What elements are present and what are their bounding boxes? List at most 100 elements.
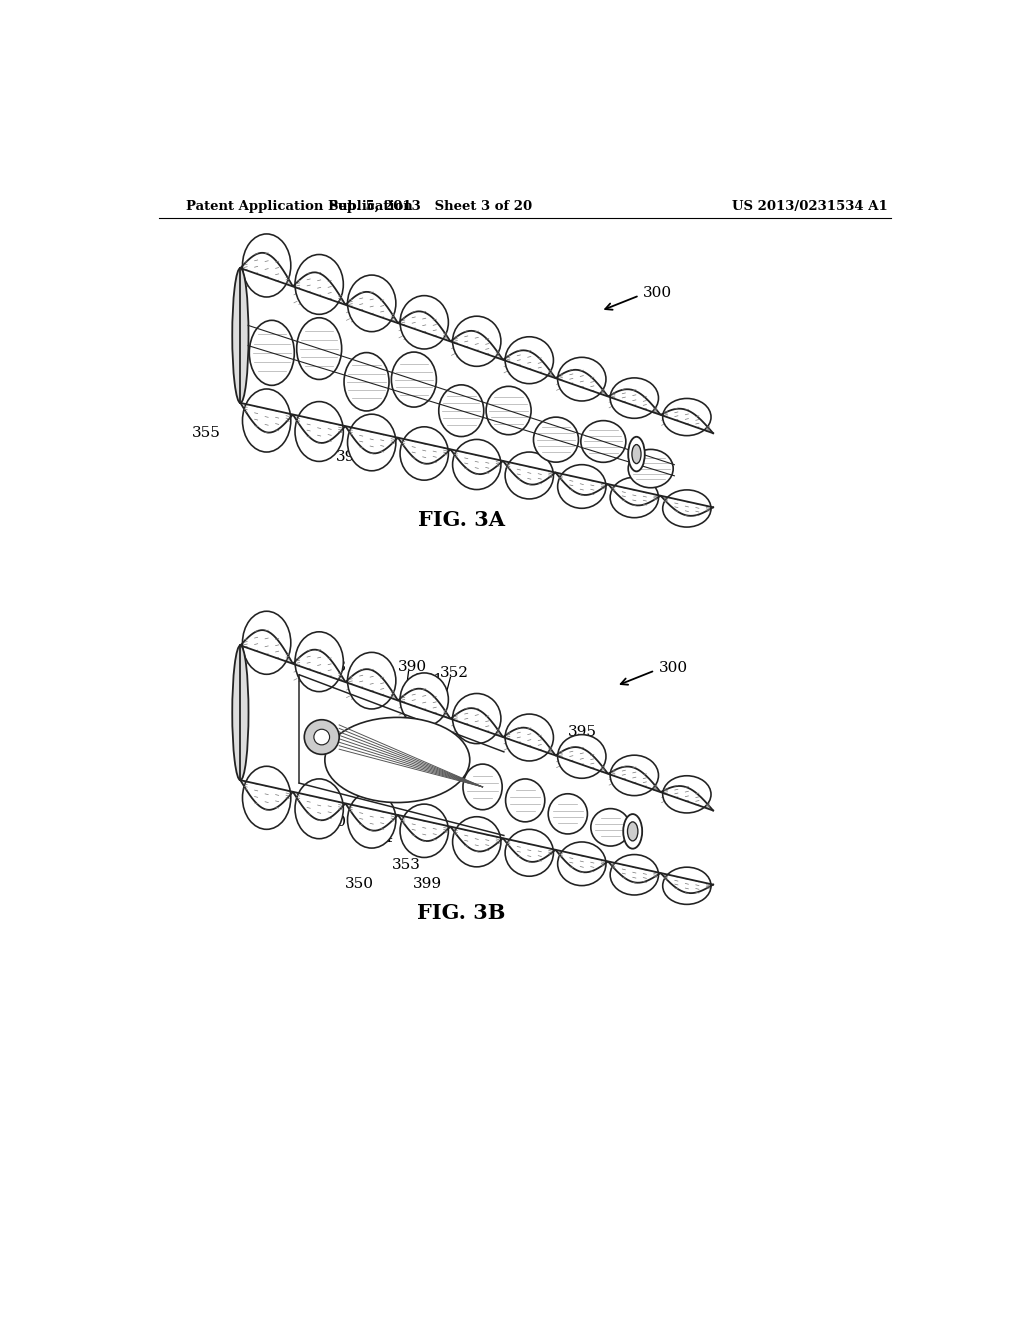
Ellipse shape (232, 268, 249, 403)
Ellipse shape (243, 389, 291, 451)
Polygon shape (398, 814, 451, 841)
Polygon shape (502, 461, 556, 484)
Ellipse shape (610, 854, 658, 895)
Polygon shape (659, 873, 713, 894)
Ellipse shape (610, 755, 658, 796)
Ellipse shape (628, 822, 638, 841)
Polygon shape (659, 495, 713, 516)
Ellipse shape (453, 693, 501, 743)
Polygon shape (502, 350, 556, 378)
Text: 390: 390 (336, 450, 365, 465)
Polygon shape (502, 727, 556, 755)
Polygon shape (241, 253, 293, 286)
Polygon shape (345, 669, 398, 701)
Ellipse shape (453, 817, 501, 867)
Polygon shape (659, 785, 713, 810)
Ellipse shape (505, 451, 553, 499)
Ellipse shape (438, 385, 483, 437)
Text: 350: 350 (345, 876, 374, 891)
Text: 300: 300 (643, 286, 673, 300)
Polygon shape (659, 409, 713, 433)
Ellipse shape (232, 645, 249, 780)
Ellipse shape (347, 652, 396, 709)
Ellipse shape (486, 387, 531, 434)
Polygon shape (556, 850, 607, 873)
Ellipse shape (453, 440, 501, 490)
Ellipse shape (295, 255, 343, 314)
Ellipse shape (325, 717, 470, 803)
Text: 351: 351 (415, 673, 443, 688)
Polygon shape (345, 292, 398, 323)
Ellipse shape (243, 611, 291, 675)
Polygon shape (241, 630, 293, 664)
Text: 353: 353 (391, 858, 421, 873)
Ellipse shape (295, 632, 343, 692)
Ellipse shape (591, 809, 630, 846)
Text: US 2013/0231534 A1: US 2013/0231534 A1 (732, 201, 888, 214)
Polygon shape (556, 473, 607, 495)
Ellipse shape (463, 764, 502, 809)
Ellipse shape (548, 793, 588, 834)
Ellipse shape (610, 478, 658, 517)
Text: 390: 390 (397, 660, 427, 673)
Text: Patent Application Publication: Patent Application Publication (186, 201, 413, 214)
Ellipse shape (624, 814, 642, 849)
Ellipse shape (628, 437, 645, 471)
Text: 398: 398 (252, 795, 281, 808)
Ellipse shape (400, 804, 449, 858)
Ellipse shape (400, 296, 449, 348)
Ellipse shape (534, 417, 579, 462)
Text: 352: 352 (439, 665, 469, 680)
Polygon shape (607, 389, 659, 414)
Ellipse shape (663, 490, 711, 527)
Text: FIG. 3A: FIG. 3A (418, 511, 505, 531)
Polygon shape (241, 268, 713, 507)
Ellipse shape (581, 421, 626, 462)
Text: 308: 308 (317, 660, 347, 673)
Ellipse shape (347, 275, 396, 331)
Polygon shape (451, 708, 502, 737)
Ellipse shape (506, 779, 545, 822)
Ellipse shape (558, 465, 606, 508)
Polygon shape (502, 838, 556, 862)
Ellipse shape (400, 673, 449, 726)
Polygon shape (451, 826, 502, 851)
Ellipse shape (558, 842, 606, 886)
Ellipse shape (610, 378, 658, 418)
Ellipse shape (243, 234, 291, 297)
Ellipse shape (505, 714, 553, 760)
Polygon shape (556, 370, 607, 396)
Ellipse shape (400, 426, 449, 480)
Text: 395: 395 (454, 342, 482, 356)
Text: 370: 370 (317, 816, 347, 829)
Polygon shape (293, 272, 345, 305)
Ellipse shape (628, 449, 673, 488)
Ellipse shape (632, 445, 641, 463)
Ellipse shape (249, 321, 294, 385)
Polygon shape (398, 438, 451, 463)
Ellipse shape (453, 317, 501, 367)
Text: Sep. 5, 2013   Sheet 3 of 20: Sep. 5, 2013 Sheet 3 of 20 (329, 201, 531, 214)
Polygon shape (398, 689, 451, 718)
Ellipse shape (243, 767, 291, 829)
Polygon shape (241, 780, 293, 810)
Ellipse shape (558, 735, 606, 779)
Circle shape (314, 729, 330, 744)
Text: 300: 300 (658, 661, 688, 675)
Polygon shape (241, 403, 293, 433)
Polygon shape (451, 449, 502, 474)
Ellipse shape (295, 779, 343, 838)
Circle shape (304, 719, 339, 755)
Text: 395: 395 (568, 725, 597, 739)
Polygon shape (345, 426, 398, 453)
Ellipse shape (344, 352, 389, 411)
Polygon shape (607, 484, 659, 506)
Polygon shape (241, 645, 713, 884)
Ellipse shape (347, 792, 396, 847)
Polygon shape (293, 414, 345, 444)
Polygon shape (345, 803, 398, 830)
Ellipse shape (505, 337, 553, 384)
Text: 354: 354 (365, 830, 393, 845)
Polygon shape (398, 312, 451, 342)
Text: 355: 355 (191, 425, 220, 440)
